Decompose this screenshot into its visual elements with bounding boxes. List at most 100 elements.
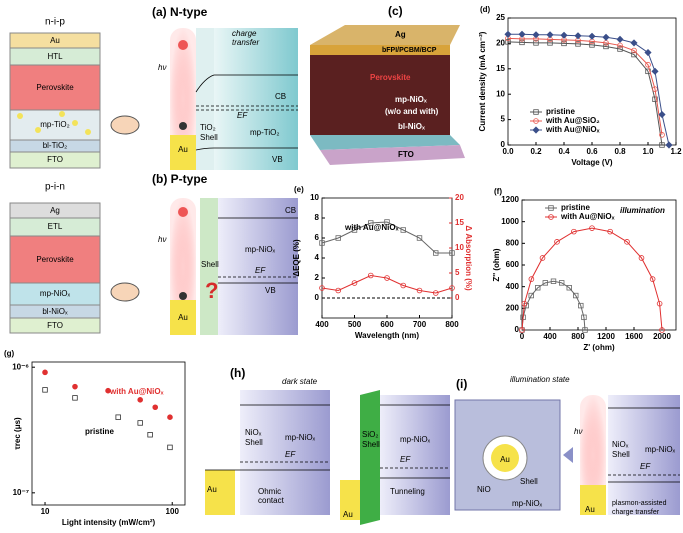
label: charge xyxy=(232,29,257,38)
y-tick-label: 6 xyxy=(315,233,320,242)
marker xyxy=(449,250,455,256)
au-glow xyxy=(170,28,196,170)
legend-marker xyxy=(533,118,539,124)
panel-label: (d) xyxy=(480,5,491,14)
layer-label: bl-TiO₂ xyxy=(43,141,68,150)
electron xyxy=(178,40,188,50)
marker xyxy=(167,414,173,420)
marker xyxy=(72,383,78,390)
x-tick-label: 1200 xyxy=(597,332,615,341)
marker xyxy=(665,141,673,149)
layer-label: Perovskite xyxy=(36,83,74,92)
hand-icon xyxy=(110,282,140,302)
marker xyxy=(589,225,595,231)
layer-label: Au xyxy=(50,36,60,45)
layer-label: bl-NiOₓ xyxy=(398,122,425,131)
au-core xyxy=(491,444,519,472)
oxide xyxy=(214,28,298,170)
label: Shell xyxy=(520,477,538,486)
label: Au xyxy=(343,510,353,519)
x-tick-label: 1.2 xyxy=(670,147,682,156)
layer-label: mp-NiOₓ xyxy=(395,95,427,104)
marker xyxy=(603,43,609,50)
annotation: pristine xyxy=(85,427,114,436)
marker xyxy=(546,31,554,39)
marker xyxy=(644,48,652,57)
marker xyxy=(400,282,407,289)
marker xyxy=(649,276,656,282)
y-tick-label: 200 xyxy=(506,303,520,312)
panel-label: (c) xyxy=(388,4,403,18)
marker xyxy=(528,292,534,299)
layer-label: mp-NiOₓ xyxy=(40,289,71,298)
label: plasmon-assisted xyxy=(612,500,667,507)
y-tick-label: 0 xyxy=(315,293,320,302)
oxide xyxy=(240,390,330,515)
marker xyxy=(573,292,579,299)
y-tick-label: 1000 xyxy=(501,217,519,226)
label: Au xyxy=(178,313,188,322)
marker xyxy=(624,239,630,245)
y-tick-label: 800 xyxy=(506,238,520,247)
marker xyxy=(319,240,325,246)
y2-tick-label: 0 xyxy=(455,293,460,302)
label: Tunneling xyxy=(390,487,425,496)
marker xyxy=(416,287,423,294)
marker xyxy=(384,275,390,281)
shell xyxy=(196,28,214,170)
layer-label: HTL xyxy=(47,52,63,61)
x-axis-label: Light intensity (mW/cm²) xyxy=(62,518,156,527)
y-tick-label: 10⁻⁷ xyxy=(13,488,29,497)
series-line xyxy=(321,221,452,254)
label: mp-TiO₂ xyxy=(250,128,279,137)
marker xyxy=(368,220,374,226)
plot-frame xyxy=(31,361,186,506)
marker xyxy=(631,47,637,54)
label: Ohmic xyxy=(258,487,281,496)
label: NiO xyxy=(477,485,491,494)
marker xyxy=(550,278,557,284)
layer-label: bFPI/PCBM/BCP xyxy=(382,47,437,54)
layer-label: Perovskite xyxy=(370,73,411,82)
etl-layer xyxy=(310,45,450,55)
band xyxy=(608,407,680,483)
marker xyxy=(42,387,48,393)
x-axis-label: Voltage (V) xyxy=(571,158,613,167)
label: Au xyxy=(585,505,595,514)
marker xyxy=(147,432,153,438)
marker xyxy=(659,327,665,333)
y-axis-label: Z'' (ohm) xyxy=(492,248,501,281)
hole xyxy=(179,292,187,300)
marker xyxy=(602,33,610,41)
marker xyxy=(42,369,48,376)
layer-label: Ag xyxy=(395,30,406,39)
panel-i: (i) illumination state Au NiO Shell mp-N… xyxy=(454,375,680,516)
shell xyxy=(200,198,218,335)
au-metal xyxy=(340,480,360,520)
panel-title: (b) P-type xyxy=(152,172,208,186)
legend-marker xyxy=(532,126,540,134)
fermi-level xyxy=(196,105,298,111)
band xyxy=(205,404,330,471)
label: Shell xyxy=(612,450,630,459)
label: mp-NiOₓ xyxy=(645,445,676,454)
x-axis-label: Z' (ohm) xyxy=(583,343,615,352)
label: Shell xyxy=(200,133,218,142)
label: hν xyxy=(574,427,582,436)
marker xyxy=(152,404,159,411)
marker xyxy=(659,132,665,138)
label: Au xyxy=(207,485,217,494)
marker xyxy=(518,30,526,38)
y-axis-label: Current density (mA cm⁻²) xyxy=(478,31,487,131)
panel-label: (g) xyxy=(4,349,15,358)
marker xyxy=(72,395,78,401)
marker xyxy=(528,276,535,282)
marker xyxy=(335,287,342,294)
panel-label: (e) xyxy=(294,185,304,194)
marker xyxy=(535,285,541,291)
label: mp-NiOₓ xyxy=(400,435,431,444)
marker xyxy=(547,40,553,46)
marker xyxy=(582,327,588,333)
marker xyxy=(638,255,645,261)
x-tick-label: 600 xyxy=(380,320,394,329)
